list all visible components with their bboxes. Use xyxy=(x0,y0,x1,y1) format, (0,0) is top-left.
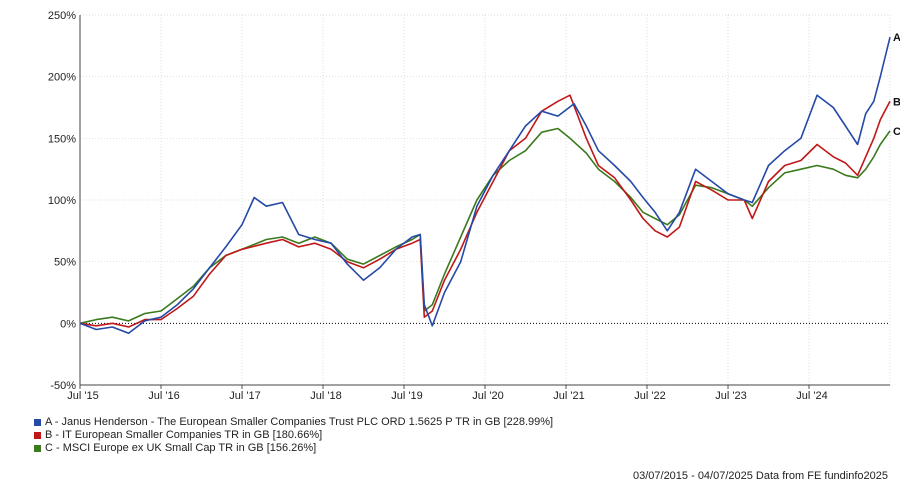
x-tick-label: Jul '16 xyxy=(148,390,179,402)
legend-item-c: C - MSCI Europe ex UK Small Cap TR in GB… xyxy=(34,442,553,455)
legend-swatch-c xyxy=(34,445,41,452)
series-line-a xyxy=(79,37,891,335)
series-end-label-a: A xyxy=(893,32,900,44)
y-tick-label: 150% xyxy=(48,133,76,145)
legend-swatch-a xyxy=(34,419,41,426)
x-tick-label: Jul '15 xyxy=(67,390,98,402)
legend-item-a: A - Janus Henderson - The European Small… xyxy=(34,416,553,429)
x-tick-label: Jul '17 xyxy=(229,390,260,402)
legend-label-b: B - IT European Smaller Companies TR in … xyxy=(45,429,323,441)
legend-label-a: A - Janus Henderson - The European Small… xyxy=(45,416,554,428)
series-end-label-c: C xyxy=(893,126,900,138)
y-tick-label: 200% xyxy=(48,72,76,84)
grid xyxy=(79,14,891,386)
x-tick-label: Jul '18 xyxy=(310,390,341,402)
legend: A - Janus Henderson - The European Small… xyxy=(34,416,553,455)
x-tick-label: Jul '24 xyxy=(796,390,827,402)
y-tick-label: 50% xyxy=(54,257,76,269)
legend-label-c: C - MSCI Europe ex UK Small Cap TR in GB… xyxy=(45,442,317,454)
y-tick-label: -50% xyxy=(50,380,76,392)
y-tick-label: 100% xyxy=(48,195,76,207)
x-tick-label: Jul '21 xyxy=(553,390,584,402)
legend-swatch-b xyxy=(34,432,41,439)
x-tick-label: Jul '23 xyxy=(715,390,746,402)
y-tick-label: 0% xyxy=(60,318,76,330)
chart-plot: 250% 200% 150% 100% 50% 0% -50%Jul '15 Jul '16 J… xyxy=(48,10,900,402)
series-lines xyxy=(79,37,891,335)
footer-date-range: 03/07/2015 - 04/07/2025 Data from FE fun… xyxy=(632,470,888,482)
x-tick-label: Jul '22 xyxy=(634,390,665,402)
x-tick-label: Jul '20 xyxy=(472,390,503,402)
tick-labels: 250% 200% 150% 100% 50% 0% -50%Jul '15 Jul '16 J… xyxy=(48,10,900,402)
legend-item-b: B - IT European Smaller Companies TR in … xyxy=(34,429,553,442)
x-tick-label: Jul '19 xyxy=(391,390,422,402)
series-end-label-b: B xyxy=(893,96,900,108)
y-tick-label: 250% xyxy=(48,10,76,22)
